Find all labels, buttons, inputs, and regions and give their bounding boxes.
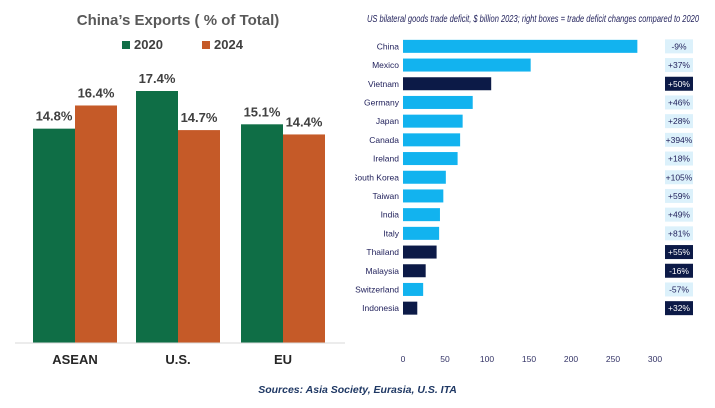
x-tick-label: 100 [480,354,494,364]
change-label: +32% [668,303,690,313]
bar-eu-2020 [241,124,283,343]
deficit-bar-germany [403,95,473,109]
bar-value-label: 16.4% [78,85,115,100]
change-label: +105% [666,172,693,182]
country-label: Malaysia [365,266,399,276]
change-label: -9% [671,41,687,51]
country-label: Mexico [372,60,399,70]
source-note: Sources: Asia Society, Eurasia, U.S. ITA [258,384,457,396]
deficit-bar-china [403,39,638,53]
country-label: India [381,210,400,220]
x-tick-label: 0 [401,354,406,364]
right-chart-bars: China -9% Mexico +37% Vietnam +50% Germany +46%… [355,39,693,316]
deficit-bar-indonesia [403,301,418,315]
country-label: Canada [369,135,399,145]
country-label: China [377,41,399,51]
change-box [665,282,693,297]
china-exports-chart: China’s Exports ( % of Total) 2020 2024 1… [15,12,345,367]
category-label: ASEAN [52,352,98,367]
change-label: +59% [668,191,690,201]
bar-asean-2020 [33,128,75,343]
country-label: Japan [376,116,399,126]
x-tick-label: 200 [564,354,578,364]
country-label: Taiwan [373,191,400,201]
country-label: Vietnam [368,79,399,89]
deficit-bar-taiwan [403,189,444,203]
us-trade-deficit-chart: US bilateral goods trade deficit, $ bill… [355,14,699,364]
deficit-bar-canada [403,133,461,147]
x-tick-label: 300 [648,354,662,364]
country-label: Ireland [373,154,399,164]
left-chart-title: China’s Exports ( % of Total) [77,12,280,29]
category-label: EU [274,352,292,367]
right-chart-title: US bilateral goods trade deficit, $ bill… [367,14,699,25]
legend-label-2020: 2020 [134,37,163,52]
legend-label-2024: 2024 [214,37,244,52]
country-label: Indonesia [362,303,399,313]
x-tick-label: 150 [522,354,536,364]
bar-us-2020 [136,91,178,343]
deficit-bar-switzerland [403,282,424,296]
change-box [665,95,693,110]
deficit-bar-mexico [403,58,531,72]
change-box [665,170,693,185]
deficit-bar-ireland [403,152,458,166]
deficit-bar-vietnam [403,77,492,91]
bar-value-label: 14.8% [36,109,73,124]
change-box [665,245,693,260]
change-label: +81% [668,228,690,238]
left-chart-bars: 14.8% 16.4% 17.4% 14.7% 15.1% 14.4% [33,71,325,343]
change-box [665,188,693,203]
change-box [665,132,693,147]
deficit-bar-japan [403,114,463,128]
country-label: Germany [364,97,400,107]
country-label: Switzerland [355,284,399,294]
country-label: Thailand [366,247,399,257]
change-box [665,207,693,222]
deficit-bar-italy [403,226,440,240]
change-label: -57% [669,284,689,294]
change-box [665,263,693,278]
category-label: U.S. [165,352,190,367]
deficit-bar-india [403,208,440,222]
change-box [665,226,693,241]
change-label: +46% [668,97,690,107]
change-label: +394% [666,135,693,145]
change-label: +37% [668,60,690,70]
change-box [665,114,693,129]
change-box [665,76,693,91]
bar-value-label: 14.4% [286,114,323,129]
change-box [665,151,693,166]
country-label: Italy [383,228,399,238]
change-box [665,39,693,54]
bar-asean-2024 [75,105,117,343]
deficit-bar-malaysia [403,264,426,278]
x-tick-label: 250 [606,354,620,364]
change-box [665,58,693,73]
bar-value-label: 15.1% [244,104,281,119]
right-chart-x-axis: 0 50 100 150 200 250 300 [401,354,663,364]
legend-swatch-2020 [122,41,130,49]
change-label: -16% [669,266,689,276]
change-label: +18% [668,154,690,164]
change-label: +28% [668,116,690,126]
bar-value-label: 14.7% [181,110,218,125]
bar-value-label: 17.4% [139,71,176,86]
country-label: South Korea [355,172,399,182]
left-chart-legend: 2020 2024 [122,37,244,52]
deficit-bar-south-korea [403,170,446,184]
legend-swatch-2024 [202,41,210,49]
bar-eu-2024 [283,134,325,343]
left-chart-categories: ASEAN U.S. EU [52,352,292,367]
change-label: +50% [668,79,690,89]
deficit-bar-thailand [403,245,437,259]
bar-us-2024 [178,130,220,343]
change-box [665,301,693,316]
change-label: +55% [668,247,690,257]
x-tick-label: 50 [440,354,450,364]
change-label: +49% [668,210,690,220]
